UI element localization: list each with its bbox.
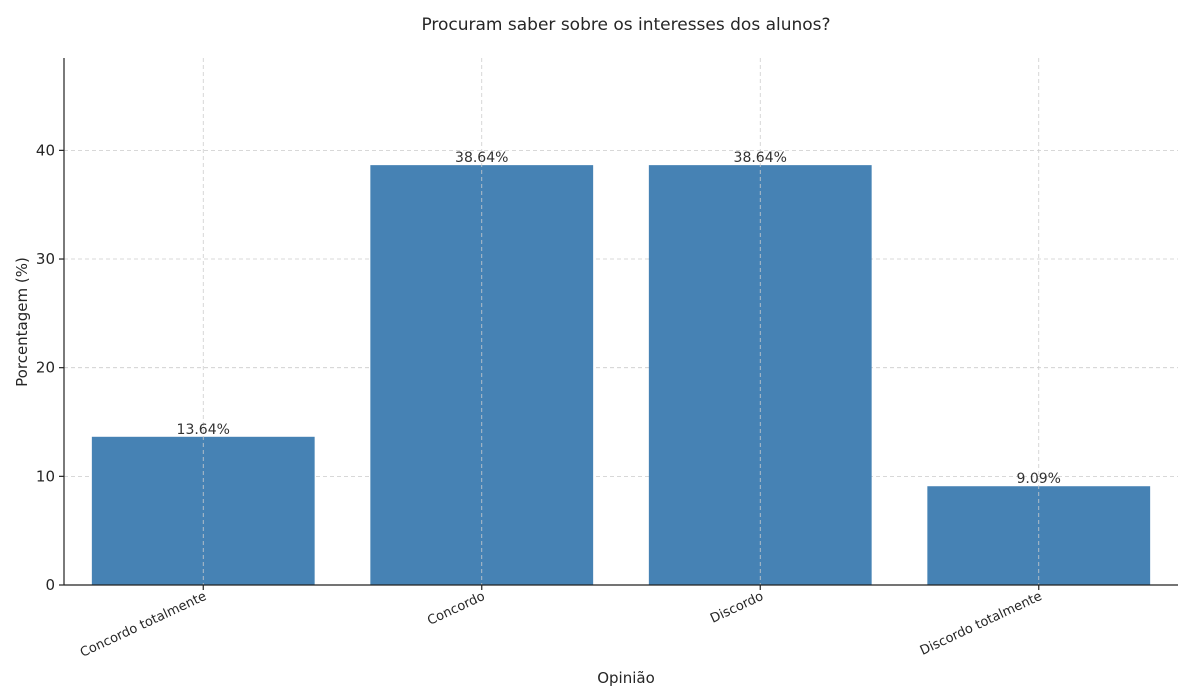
bar-value-label: 13.64% [177, 422, 230, 438]
bars [92, 165, 1150, 585]
vertical-grid-lines [203, 58, 1039, 585]
y-tick-label: 30 [36, 250, 55, 268]
x-tick-label: Concordo [425, 589, 487, 629]
bar-value-label: 38.64% [734, 150, 787, 166]
bar-value-label: 38.64% [455, 150, 508, 166]
y-tick-label: 20 [36, 359, 55, 377]
x-tick-label: Discordo [708, 589, 766, 627]
chart-title: Procuram saber sobre os interesses dos a… [421, 15, 830, 35]
bar-value-label: 9.09% [1017, 471, 1061, 487]
y-axis-label: Porcentagem (%) [13, 257, 31, 387]
y-tick-label: 10 [36, 467, 55, 485]
y-tick-label: 0 [45, 576, 55, 594]
x-axis-label: Opinião [597, 669, 655, 687]
y-tick-label: 40 [36, 141, 55, 159]
x-tick-label: Discordo totalmente [918, 589, 1045, 659]
x-tick-label: Concordo totalmente [78, 589, 209, 661]
